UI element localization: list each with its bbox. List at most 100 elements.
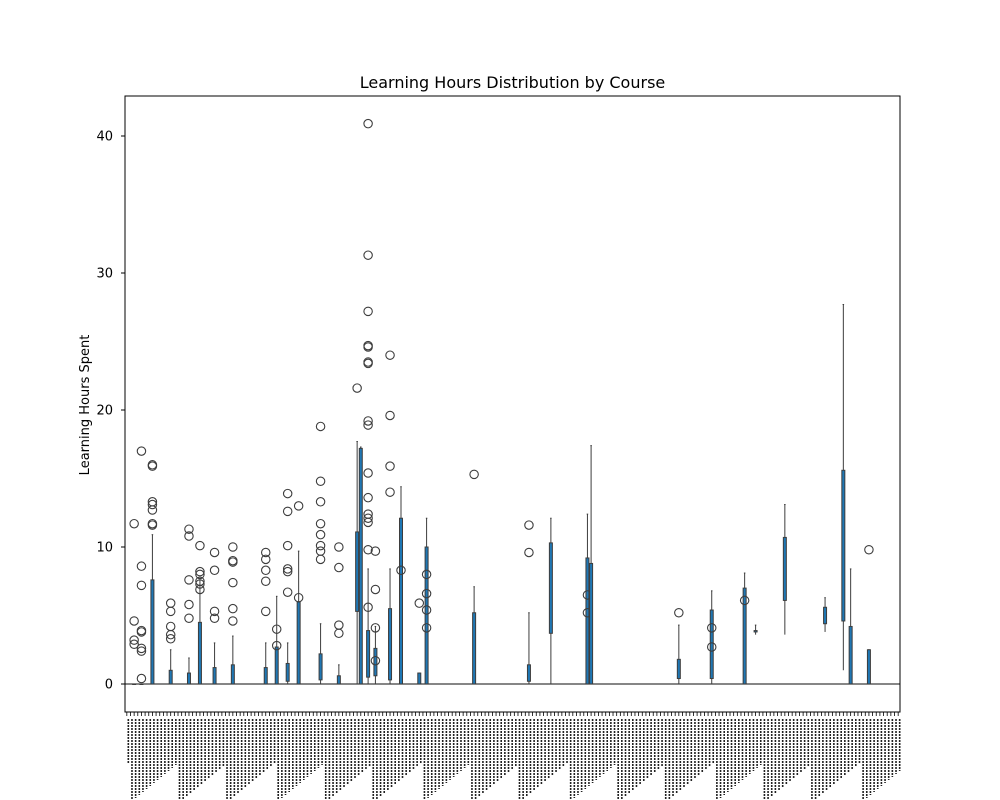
box-iqr [399,517,404,685]
outlier-point [293,592,304,603]
outlier-point [147,499,158,510]
box-iqr [866,649,871,685]
box-iqr [709,609,714,680]
box-group [782,504,787,635]
box-group [841,304,846,671]
box-iqr [318,653,323,681]
box-group [315,421,326,684]
x-tick-labels [126,712,901,799]
axes: 0 10 20 30 40 [96,130,125,693]
box-group [582,513,593,685]
y-tick-label: 10 [96,541,113,556]
outlier-point [147,505,158,515]
box-iqr [263,667,268,685]
box-iqr [373,647,378,677]
outlier-point [293,501,304,511]
outlier-point [334,542,344,552]
box-group [674,608,684,684]
outlier-point [315,421,326,432]
box-group [147,460,158,685]
outlier-point [363,118,373,129]
box-group [136,446,147,685]
outlier-point [165,629,176,640]
box-iqr [823,606,828,625]
box-iqr [548,542,553,634]
box-group [706,590,717,684]
box-group [358,446,363,685]
outlier-point [421,569,432,580]
outlier-point [315,518,326,529]
outlier-point [706,623,717,633]
outlier-point [209,565,220,576]
outlier-point [282,566,293,577]
box-iqr [336,675,341,685]
box-iqr [589,562,594,685]
outlier-point [228,616,238,626]
outlier-point [184,613,194,623]
outlier-point [129,518,139,529]
outlier-point [195,579,205,589]
outlier-point [385,350,395,360]
outlier-point [421,623,432,633]
outlier-point [385,487,395,497]
box-iqr [168,669,173,685]
box-iqr [355,531,360,612]
box-iqr [274,646,279,685]
outlier-point [129,616,139,626]
outlier-point [136,627,147,637]
box-group [524,520,534,684]
box-iqr [585,557,590,685]
box-iqr [186,672,191,685]
outlier-point [334,562,344,573]
box-iqr [472,612,477,685]
outlier-point [184,575,194,585]
box-group [271,595,282,685]
box-iqr [841,469,846,622]
box-group [548,517,553,684]
outlier-point [282,540,293,551]
box-group [363,118,373,684]
outlier-point [184,599,194,610]
box-iqr [358,447,363,685]
outlier-point [136,673,147,684]
outlier-point [165,621,176,632]
outlier-point [184,531,194,541]
outlier-point [706,642,717,652]
outlier-point [147,461,158,471]
box-group [370,546,381,684]
box-group [848,568,853,685]
box-group [129,518,139,685]
outlier-point [184,524,194,534]
outlier-point [385,461,395,471]
outlier-point [136,643,147,654]
outlier-point [136,561,147,571]
outlier-point [363,250,373,260]
outlier-point [282,587,293,597]
box-group [195,540,205,685]
box-iqr [388,608,393,681]
box-iqr [782,536,787,601]
box-group [864,544,874,685]
plot-frame [124,95,901,713]
plot-area [125,118,900,685]
y-axis-label: Learning Hours Spent [78,335,93,476]
outlier-point [271,640,282,651]
outlier-point [260,565,271,576]
outlier-point [315,497,326,507]
box-group [228,542,238,685]
box-iqr [139,683,144,685]
outlier-point [363,306,373,317]
box-group [184,524,194,685]
box-iqr [417,672,422,685]
outlier-point [228,577,238,588]
box-iqr [150,579,155,685]
outlier-point [260,606,271,617]
outlier-point [363,513,373,523]
box-group [165,598,176,685]
box-group [823,597,828,632]
outlier-point [421,588,432,599]
outlier-point [260,547,271,558]
box-group [260,547,271,685]
outlier-point [271,624,282,634]
y-tick-label: 20 [96,404,113,419]
